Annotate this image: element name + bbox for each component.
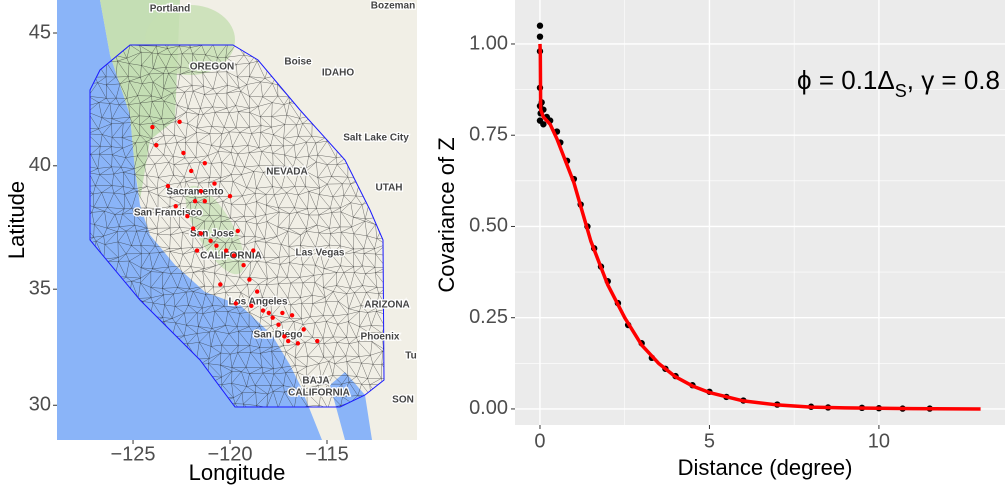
site-point [247,277,251,281]
y-tick-label: 0.25 [469,306,508,328]
site-point [249,304,253,308]
map-label: Tu [405,351,416,362]
annotation-sub: S [895,81,907,101]
y-tick-label: 45 [29,21,51,43]
map-label: Bozeman [371,1,415,12]
x-tick-label: −125 [111,443,156,465]
map-label: Las Vegas [296,248,345,259]
y-tick-label: 0.50 [469,215,508,237]
y-axis-title: Latitude [4,181,29,259]
site-point [191,226,195,230]
site-point [234,301,238,305]
site-point [166,184,170,188]
map-label: ARIZONA [364,300,410,311]
site-point [286,339,290,343]
annotation-part: , γ = 0.8 [907,65,1000,95]
site-point [296,341,300,345]
site-point [208,239,212,243]
map-label: San Jose [190,229,234,240]
point [537,33,543,39]
site-point [261,308,265,312]
site-point [290,313,294,317]
map-label: NEVADA [266,167,307,178]
y-tick-label: 35 [29,277,51,299]
x-tick-label: 0 [534,430,545,452]
site-point [150,125,154,129]
site-point [203,199,207,203]
site-point [241,263,245,267]
site-point [255,289,259,293]
y-tick-label: 40 [29,154,51,176]
map-label: IDAHO [322,68,354,79]
site-point [174,204,178,208]
x-tick-label: 5 [704,430,715,452]
map-label: BAJA [302,376,329,387]
site-point [280,311,284,315]
site-point [302,327,306,331]
site-point [189,169,193,173]
site-point [228,194,232,198]
site-point [154,143,158,147]
site-point [224,248,228,252]
site-point [195,248,199,252]
y-tick-label: 0.75 [469,124,508,146]
site-point [276,322,280,326]
map-label: Boise [284,57,312,68]
map-label: Phoenix [361,332,400,343]
map-base: Portland Bozeman OREGON Boise IDAHO Salt Lake… [57,0,423,440]
site-point [236,229,240,233]
site-point [185,214,189,218]
x-axis-title: Distance (degree) [678,455,853,480]
map-label: San Diego [254,330,303,341]
site-point [270,315,274,319]
site-point [251,248,255,252]
map-label: San Francisco [134,208,202,219]
y-tick-label: 0.00 [469,397,508,419]
map-label: OREGON [190,62,234,73]
figure: Portland Bozeman OREGON Boise IDAHO Salt Lake… [0,0,1005,491]
map-label: Sacramento [166,187,223,198]
map-label: UTAH [375,183,402,194]
site-point [181,151,185,155]
y-tick-label: 30 [29,394,51,416]
plot-panel [515,0,1005,425]
x-tick-label: −115 [305,443,349,465]
x-tick-label: −120 [207,443,252,465]
site-point [218,282,222,286]
map-label: Portland [150,4,191,15]
point [540,121,546,127]
map-label: SON [392,395,414,406]
x-tick-label: 10 [868,430,890,452]
y-tick-label: 1.00 [469,32,508,54]
map-label: Salt Lake City [343,133,409,144]
point [537,23,543,29]
site-point [282,334,286,338]
site-point [315,339,319,343]
site-point [199,231,203,235]
annotation-part: ϕ = 0.1Δ [797,65,895,95]
site-point [267,311,271,315]
site-point [203,161,207,165]
site-point [177,120,181,124]
site-point [199,189,203,193]
site-point [232,253,236,257]
site-point [193,199,197,203]
site-point [212,181,216,185]
y-axis-title: Covariance of Z [434,137,459,292]
map-label: CALIFORNIA [288,388,350,399]
site-point [214,244,218,248]
